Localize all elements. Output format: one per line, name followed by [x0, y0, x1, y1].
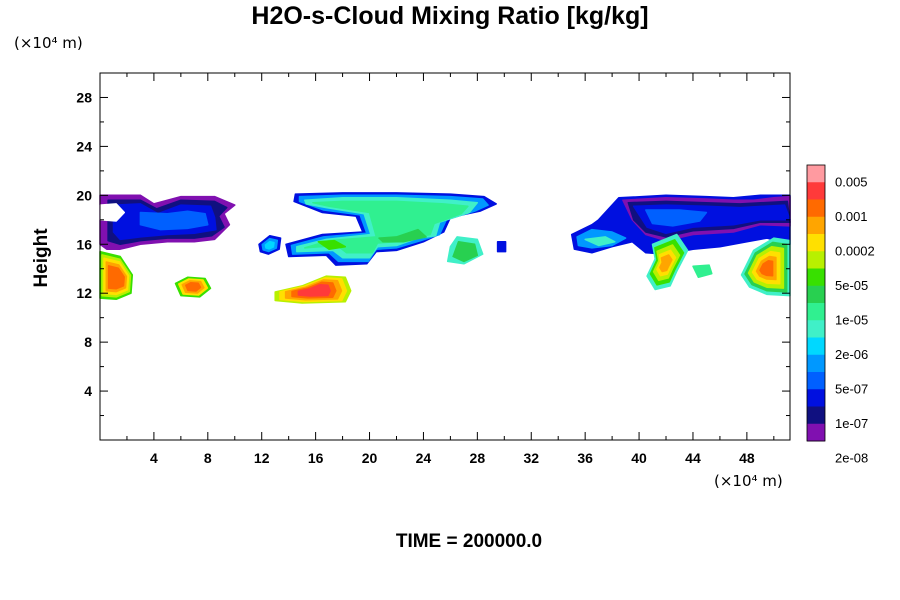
cloud-region	[139, 210, 209, 231]
x-tick-label: 12	[254, 450, 270, 466]
x-tick-label: 48	[739, 450, 755, 466]
x-axis-unit: (×10⁴ m)	[714, 472, 783, 490]
colorbar-swatch	[807, 165, 825, 183]
colorbar-swatch	[807, 389, 825, 407]
x-tick-label: 32	[523, 450, 539, 466]
x-tick-label: 36	[577, 450, 593, 466]
colorbar-frame	[806, 164, 826, 442]
cloud-region	[759, 260, 774, 277]
y-tick-label: 20	[76, 187, 92, 203]
colorbar-swatch	[807, 303, 825, 321]
x-tick-label: 40	[631, 450, 647, 466]
cloud-region	[692, 264, 713, 279]
y-tick-label: 8	[84, 334, 92, 350]
x-tick-label: 4	[150, 450, 158, 466]
colorbar-label: 0.005	[835, 174, 868, 189]
cloud-region	[304, 200, 469, 254]
time-label: TIME = 200000.0	[395, 531, 543, 552]
colorbar-swatch	[807, 406, 825, 425]
colorbar-swatch	[807, 285, 825, 304]
y-tick-label: 28	[76, 89, 92, 105]
plot-frame	[99, 72, 791, 441]
y-tick-label: 24	[76, 138, 92, 154]
x-tick-label: 16	[308, 450, 324, 466]
colorbar-swatch	[807, 354, 825, 373]
y-tick-label: 12	[76, 285, 92, 301]
x-tick-label: 44	[685, 450, 701, 466]
cloud-region	[452, 241, 479, 263]
cloud-region	[110, 269, 123, 287]
cloud-region	[584, 236, 616, 247]
cloud-region	[297, 283, 331, 297]
chart-title: H2O-s-Cloud Mixing Ratio [kg/kg]	[251, 2, 649, 30]
cloud-region	[378, 228, 427, 243]
colorbar-swatch	[807, 337, 825, 356]
cloud-region	[185, 281, 202, 292]
cloud-region	[496, 241, 507, 253]
cloud-region	[264, 240, 275, 250]
cloud-field-layer	[99, 192, 791, 304]
colorbar-label: 5e-05	[835, 278, 868, 293]
x-tick-label: 28	[470, 450, 486, 466]
cloud-region	[645, 209, 708, 227]
colorbar-swatch	[807, 372, 825, 390]
cloud-region	[659, 254, 673, 273]
colorbar-swatch	[807, 234, 825, 252]
colorbar-label: 0.0002	[835, 243, 875, 258]
colorbar-label: 2e-08	[835, 450, 868, 465]
y-tick-label: 16	[76, 236, 92, 252]
colorbar-swatch	[807, 320, 825, 338]
x-tick-label: 24	[416, 450, 432, 466]
colorbar-swatch	[807, 216, 825, 235]
x-tick-label: 20	[362, 450, 378, 466]
y-axis-unit: (×10⁴ m)	[14, 34, 83, 52]
colorbar-label: 2e-06	[835, 347, 868, 362]
colorbar-label: 1e-07	[835, 416, 868, 431]
colorbar-label: 0.001	[835, 209, 868, 224]
colorbar: 0.005 0.001 0.0002 5e-05 1e-05 2e-06 5e-07 1e-0…	[806, 164, 875, 465]
colorbar-swatch	[807, 423, 825, 442]
x-tick-label: 8	[204, 450, 212, 466]
y-tick-label: 4	[84, 383, 92, 399]
cloud-region	[317, 239, 347, 250]
colorbar-swatch	[807, 268, 825, 287]
colorbar-label: 5e-07	[835, 381, 868, 396]
colorbar-swatch	[807, 199, 825, 218]
colorbar-swatch	[807, 182, 825, 200]
colorbar-swatch	[807, 251, 825, 269]
colorbar-label: 1e-05	[835, 312, 868, 327]
